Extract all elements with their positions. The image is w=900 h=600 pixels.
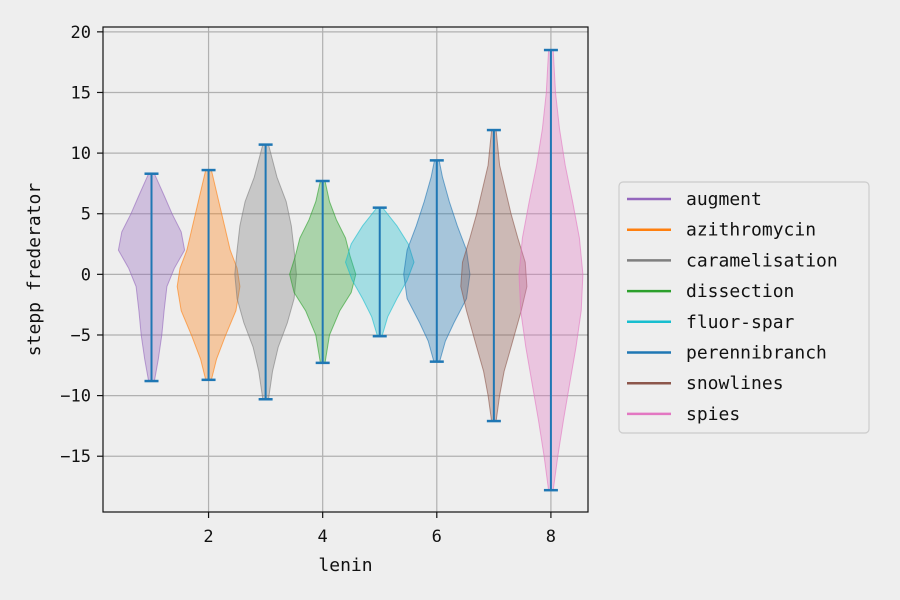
y-tick-label: −10 (60, 387, 91, 407)
y-tick-label: 5 (81, 205, 91, 225)
y-tick-label: 15 (71, 83, 91, 103)
x-tick-label: 2 (203, 527, 213, 547)
legend-label: snowlines (686, 373, 784, 394)
plot-frame (102, 26, 589, 513)
legend-label: augment (686, 189, 762, 210)
x-axis-label: lenin (318, 555, 372, 576)
legend-label: azithromycin (686, 220, 816, 241)
y-axis-label: stepp frederator (24, 183, 45, 357)
x-tick-label: 4 (318, 527, 328, 547)
x-tick-label: 8 (546, 527, 556, 547)
y-tick-label: −5 (71, 326, 91, 346)
y-tick-label: 10 (71, 144, 91, 164)
x-axis-ticks: 2 4 6 8 (203, 512, 556, 547)
violin-series (117, 48, 584, 492)
legend-label: caramelisation (686, 250, 838, 271)
y-tick-label: −15 (60, 447, 91, 467)
legend-box (618, 181, 870, 434)
legend-label: dissection (686, 281, 794, 302)
y-tick-label: 20 (71, 23, 91, 43)
y-axis-ticks: −15 −10 −5 0 5 10 15 20 (60, 23, 103, 467)
legend-label: spies (686, 404, 740, 425)
y-tick-label: 0 (81, 265, 91, 285)
legend-label: perennibranch (686, 343, 827, 364)
x-tick-label: 6 (432, 527, 442, 547)
legend: augment azithromycin caramelisation dissect… (618, 181, 870, 434)
legend-label: fluor-spar (686, 312, 795, 333)
